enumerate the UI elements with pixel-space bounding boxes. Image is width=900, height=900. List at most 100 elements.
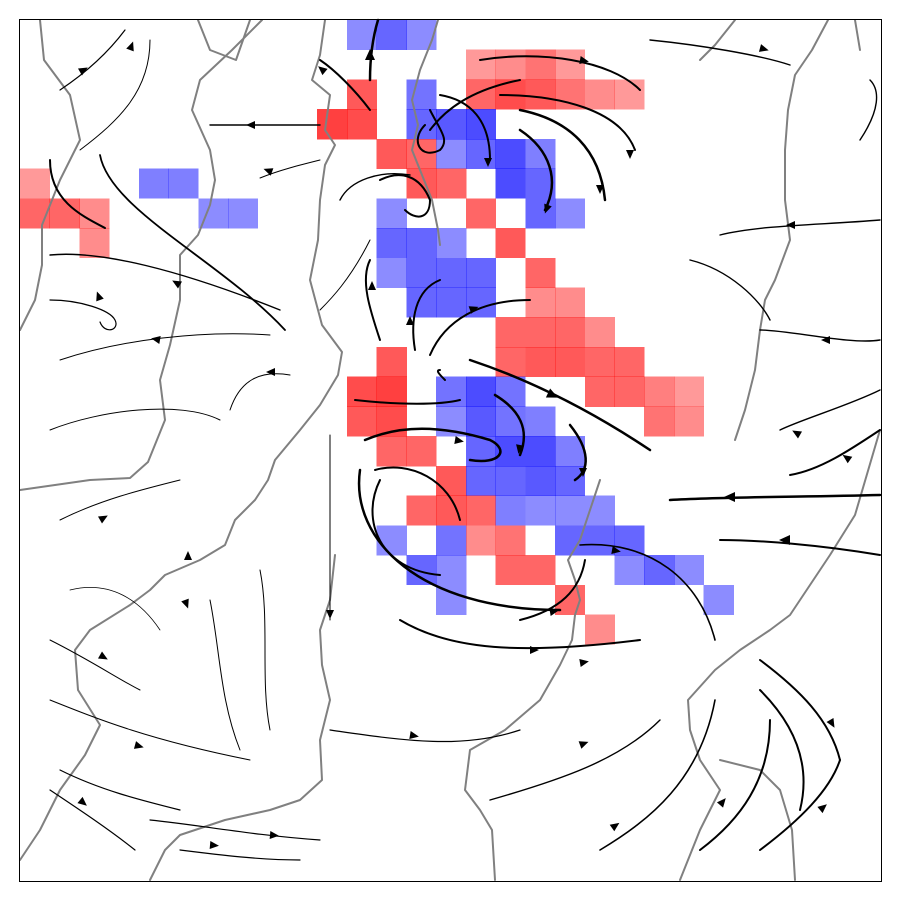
streamline bbox=[399, 619, 641, 650]
streamline bbox=[374, 466, 461, 521]
streamline bbox=[49, 789, 136, 851]
streamline bbox=[49, 299, 117, 331]
streamline bbox=[568, 423, 587, 482]
streamline-arrow bbox=[758, 44, 769, 52]
streamline-arrow bbox=[792, 430, 802, 439]
streamline bbox=[229, 373, 291, 411]
heatmap-cell bbox=[376, 20, 407, 51]
streamline bbox=[319, 59, 371, 111]
streamline-arrow bbox=[454, 436, 464, 444]
streamline bbox=[259, 569, 271, 731]
heatmap-cell bbox=[495, 495, 526, 526]
heatmap-cell bbox=[376, 525, 407, 556]
heatmap-cell bbox=[584, 376, 615, 407]
heatmap-cell bbox=[555, 287, 586, 318]
streamline bbox=[759, 689, 805, 811]
heatmap-cell bbox=[614, 346, 645, 378]
streamline-arrow bbox=[821, 336, 830, 344]
streamline-arrow bbox=[611, 546, 621, 554]
streamline-arrow bbox=[78, 67, 88, 76]
heatmap-cell bbox=[436, 584, 467, 615]
streamline bbox=[439, 94, 491, 161]
streamline-arrow bbox=[484, 158, 492, 167]
heatmap-cell bbox=[436, 138, 467, 170]
streamline bbox=[59, 479, 181, 521]
heatmap-cell bbox=[376, 436, 407, 467]
heatmap-cell bbox=[495, 138, 526, 170]
streamline-arrow bbox=[779, 535, 790, 545]
heatmap-cell bbox=[673, 406, 705, 437]
streamline-arrow bbox=[579, 56, 589, 64]
heatmap-cell bbox=[317, 109, 348, 140]
streamline-arrow bbox=[578, 741, 589, 749]
heatmap-cell bbox=[376, 198, 407, 229]
heatmap-cell bbox=[168, 168, 199, 199]
streamline-arrow bbox=[545, 388, 558, 398]
streamline bbox=[149, 819, 321, 841]
streamline-arrow bbox=[96, 291, 104, 302]
heatmap-cell bbox=[584, 317, 615, 348]
heatmap-cell bbox=[436, 257, 467, 288]
heatmap-cell bbox=[436, 109, 467, 140]
heatmap-cell bbox=[465, 376, 496, 407]
streamline bbox=[519, 559, 586, 621]
streamline-arrow bbox=[826, 718, 835, 728]
heatmap-cell bbox=[346, 406, 378, 437]
heatmap-cell bbox=[584, 614, 615, 645]
streamline bbox=[429, 79, 521, 131]
heatmap-cell bbox=[465, 495, 496, 526]
streamline-arrow bbox=[172, 280, 182, 289]
heatmap-cell bbox=[614, 79, 645, 110]
heatmap-cell bbox=[703, 584, 734, 615]
streamline-arrow bbox=[579, 659, 589, 667]
streamline bbox=[759, 659, 841, 761]
heatmap-cell bbox=[346, 79, 378, 110]
heatmap-cells bbox=[20, 20, 734, 645]
heatmap-cell bbox=[376, 228, 407, 259]
streamline bbox=[209, 599, 241, 751]
streamline bbox=[489, 719, 661, 801]
streamline bbox=[59, 769, 181, 811]
heatmap-cell bbox=[436, 168, 467, 199]
heatmap-cell bbox=[436, 287, 467, 318]
heatmap-cell bbox=[406, 257, 437, 288]
heatmap-cell bbox=[584, 79, 615, 110]
streamline bbox=[49, 699, 251, 761]
streamline bbox=[79, 39, 151, 151]
heatmap-cell bbox=[465, 465, 496, 496]
heatmap-cell bbox=[614, 555, 645, 586]
streamline-arrows bbox=[77, 41, 853, 849]
heatmap-cell bbox=[79, 198, 110, 229]
streamline bbox=[649, 39, 791, 66]
heatmap-cell bbox=[79, 228, 110, 259]
heatmap-cell bbox=[495, 376, 526, 407]
contour-line bbox=[19, 19, 81, 331]
heatmap-cell bbox=[525, 257, 556, 288]
heatmap-cell bbox=[376, 138, 407, 170]
heatmap-cell bbox=[555, 49, 586, 80]
streamline bbox=[354, 399, 461, 405]
contour-line bbox=[19, 19, 343, 861]
heatmap-cell bbox=[555, 198, 586, 229]
heatmap-cell bbox=[465, 138, 496, 170]
streamline-arrow bbox=[549, 608, 559, 616]
heatmap-cell bbox=[138, 168, 170, 199]
heatmap-cell bbox=[525, 436, 556, 467]
heatmap-cell bbox=[495, 555, 526, 586]
heatmap-cell bbox=[555, 79, 586, 110]
heatmap-cell bbox=[465, 406, 496, 437]
heatmap-cell bbox=[20, 198, 51, 229]
streamline bbox=[319, 239, 371, 311]
heatmap-cell bbox=[584, 346, 615, 378]
streamline-arrow bbox=[609, 822, 620, 832]
streamline bbox=[436, 369, 446, 381]
heatmap-cell bbox=[406, 138, 437, 170]
streamline bbox=[518, 128, 554, 212]
streamline-arrow bbox=[817, 804, 827, 814]
streamline-arrow bbox=[468, 306, 479, 314]
streamline bbox=[339, 173, 411, 201]
heatmap-cell bbox=[614, 525, 645, 556]
streamline-arrow bbox=[724, 492, 735, 502]
streamline bbox=[329, 729, 521, 743]
